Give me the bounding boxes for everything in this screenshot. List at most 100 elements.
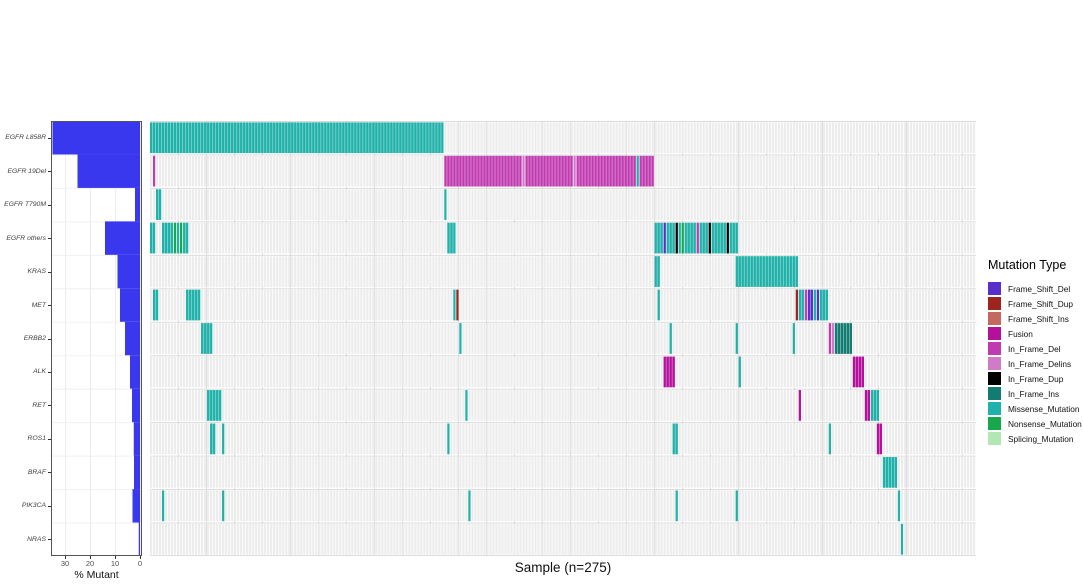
oncoprint-cell <box>345 122 348 154</box>
oncoprint-cell <box>180 222 183 254</box>
oncoprint-cell <box>687 222 690 254</box>
oncoprint-cell <box>222 490 225 522</box>
oncoprint-cell <box>150 122 153 154</box>
oncoprint-cell <box>669 222 672 254</box>
gene-axis-tick <box>48 171 51 173</box>
gene-axis-tick <box>48 338 51 340</box>
pct-mutant-bar <box>117 254 140 289</box>
oncoprint-cell <box>522 155 525 187</box>
oncoprint-cell <box>354 122 357 154</box>
oncoprint-cell <box>216 390 219 421</box>
oncoprint-cell <box>150 222 153 254</box>
legend-label: Missense_Mutation <box>1008 404 1080 414</box>
bar-axis-tick-mark <box>140 556 141 559</box>
oncoprint-cell <box>579 155 582 187</box>
oncoprint-cell <box>192 122 195 154</box>
oncoprint-cell <box>267 122 270 154</box>
oncoprint-cell <box>720 222 723 254</box>
oncoprint-cell <box>252 122 255 154</box>
oncoprint-cell <box>732 222 735 254</box>
oncoprint-cell <box>351 122 354 154</box>
oncoprint-cell <box>672 423 675 455</box>
percent-mutant-barchart <box>51 121 142 556</box>
legend-color-swatch <box>988 417 1001 430</box>
oncoprint-cell <box>540 155 543 187</box>
oncoprint-cell <box>348 122 351 154</box>
oncoprint-cell <box>411 122 414 154</box>
oncoprint-cell <box>387 122 390 154</box>
oncoprint-cell <box>708 222 711 254</box>
oncoprint-cell <box>843 323 846 354</box>
oncoprint-cell <box>468 490 471 522</box>
oncoprint-cell <box>576 155 579 187</box>
oncoprint-cell <box>228 122 231 154</box>
gene-axis-tick <box>48 539 51 541</box>
oncoprint-cell <box>735 256 738 287</box>
oncoprint-cell <box>402 122 405 154</box>
oncoprint-cell <box>879 423 883 455</box>
oncoprint-cell <box>231 122 234 154</box>
oncoprint-cell <box>756 256 759 287</box>
legend-color-swatch <box>988 387 1001 400</box>
oncoprint-cell <box>447 155 450 187</box>
oncoprint-cell <box>453 222 456 254</box>
bar-axis-tick-mark <box>65 556 66 559</box>
oncoprint-cell <box>393 122 396 154</box>
bar-axis-tick-mark <box>90 556 91 559</box>
oncoprint-cell <box>699 222 702 254</box>
oncoprint-cell <box>837 323 840 354</box>
oncoprint-cell <box>222 423 225 455</box>
oncoprint-cell <box>588 155 591 187</box>
oncoprint-cell <box>420 122 423 154</box>
oncoprint-cell <box>201 122 204 154</box>
oncoprint-cell <box>603 155 606 187</box>
gene-axis-tick <box>48 472 51 474</box>
oncoprint-cell <box>165 122 168 154</box>
oncoprint-cell <box>633 155 636 187</box>
oncoprint-cell <box>504 155 507 187</box>
oncoprint-cell <box>153 289 156 321</box>
oncoprint-cell <box>318 122 321 154</box>
legend-item: In_Frame_Dup <box>988 371 1083 386</box>
oncoprint-cell <box>222 122 225 154</box>
oncoprint-cell <box>858 356 862 388</box>
oncoprint-cell <box>816 289 819 321</box>
oncoprint-cell <box>678 222 681 254</box>
oncoprint-cell <box>864 390 868 421</box>
oncoprint-cell <box>180 122 183 154</box>
oncoprint-cell <box>435 122 438 154</box>
pct-mutant-bar <box>105 221 140 255</box>
oncoprint-cell <box>693 222 696 254</box>
legend-label: Splicing_Mutation <box>1008 434 1074 444</box>
legend-item: In_Frame_Delins <box>988 356 1083 371</box>
gene-label: PIK3CA <box>21 502 46 510</box>
oncoprint-cell <box>747 256 750 287</box>
oncoprint-cell <box>291 122 294 154</box>
oncoprint-cell <box>594 155 597 187</box>
oncoprint-cell <box>276 122 279 154</box>
oncoprint-cell <box>567 155 570 187</box>
oncoprint-cell <box>675 423 678 455</box>
oncoprint-cell <box>549 155 552 187</box>
oncoprint-cell <box>627 155 630 187</box>
oncoprint-cell <box>198 122 201 154</box>
oncoprint-cell <box>414 122 417 154</box>
legend-color-swatch <box>988 297 1001 310</box>
oncoprint-cell <box>531 155 534 187</box>
legend-item: Frame_Shift_Dup <box>988 296 1083 311</box>
oncoprint-cell <box>255 122 258 154</box>
oncoprint-cell <box>795 289 798 321</box>
oncoprint-cell <box>480 155 483 187</box>
oncoprint-cell <box>396 122 399 154</box>
oncoprint-cell <box>762 256 765 287</box>
oncoprint-cell <box>657 256 660 287</box>
oncoprint-cell <box>612 155 615 187</box>
oncoprint-cell <box>711 222 714 254</box>
oncoprint-cell <box>516 155 519 187</box>
oncoprint-cell <box>573 155 576 187</box>
oncoprint-cell <box>831 323 834 354</box>
legend-label: In_Frame_Delins <box>1008 359 1072 369</box>
oncoprint-cell <box>882 457 886 488</box>
pct-mutant-bar <box>133 422 140 456</box>
oncoprint-cell <box>246 122 249 154</box>
